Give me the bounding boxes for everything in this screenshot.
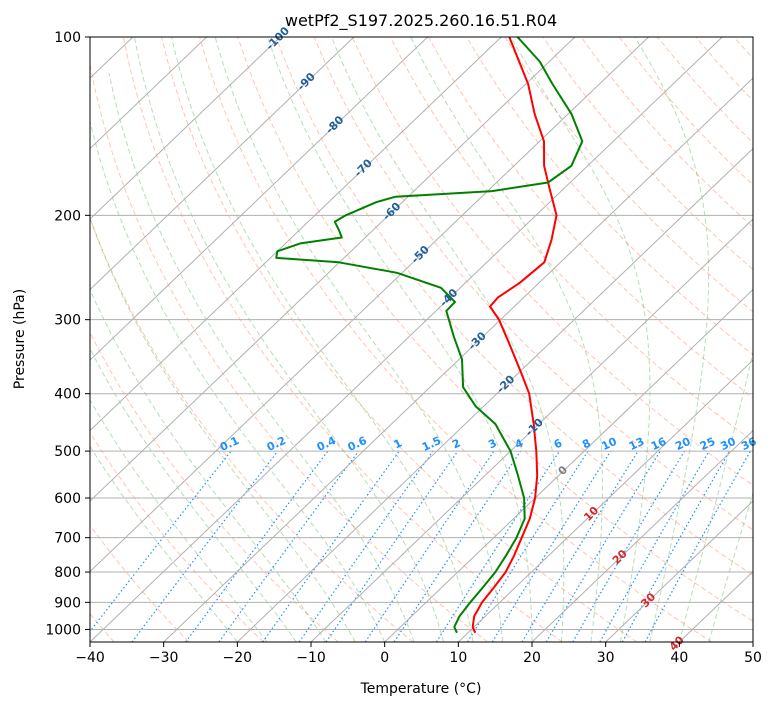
dry-adiabat xyxy=(389,37,753,442)
x-axis-label: Temperature (°C) xyxy=(360,681,482,697)
mixing-ratio-line xyxy=(364,450,495,642)
moist-adiabat xyxy=(634,37,710,642)
isotherm-line xyxy=(163,77,753,642)
mixing-ratio-line xyxy=(262,450,400,642)
isotherm-line xyxy=(90,37,428,361)
y-tick-label: 200 xyxy=(54,208,81,224)
y-tick-label: 300 xyxy=(54,313,81,329)
dry-adiabat xyxy=(122,37,563,642)
sounding-profiles xyxy=(275,37,584,634)
moist-adiabat xyxy=(708,491,753,642)
mixing-ratio-line xyxy=(521,450,639,642)
isotherm-line xyxy=(90,37,576,502)
isotherm-line xyxy=(531,429,753,642)
isotherm-line xyxy=(605,500,753,642)
mixing-ratio-line xyxy=(435,450,560,642)
x-tick-label: 10 xyxy=(449,650,467,666)
y-tick-label: 500 xyxy=(54,444,81,460)
mixing-ratio-label: 36 xyxy=(739,435,759,453)
chart-title: wetPf2_S197.2025.260.16.51.R04 xyxy=(285,11,557,31)
x-tick-label: −40 xyxy=(75,650,105,666)
isotherm-line xyxy=(90,37,723,642)
moist-adiabat xyxy=(134,37,445,642)
y-tick-label: 600 xyxy=(54,491,81,507)
x-tick-label: −20 xyxy=(223,650,253,666)
grid-lines xyxy=(90,37,753,642)
mixing-ratio-label: 10 xyxy=(600,435,620,453)
moist-adiabat xyxy=(267,37,533,642)
moist-adiabat xyxy=(90,399,268,642)
moist-adiabat xyxy=(410,37,603,642)
mixing-ratio-line xyxy=(466,450,589,642)
mixing-ratio-line xyxy=(298,450,434,642)
mixing-ratio-line xyxy=(621,450,731,642)
x-axis: −40 −30 −20 −10 0 10 20 30 40 50 xyxy=(75,642,762,666)
dewpoint-profile xyxy=(275,37,584,634)
moist-adiabat xyxy=(214,37,503,642)
y-axis: 100 200 300 400 500 600 700 800 900 1000 xyxy=(45,30,90,638)
isotherm-line xyxy=(457,359,753,642)
moist-adiabat xyxy=(331,37,565,642)
moist-adiabat xyxy=(171,37,474,642)
mixing-ratio-line xyxy=(218,450,360,642)
dry-adiabat xyxy=(466,37,753,356)
moist-adiabat xyxy=(678,350,753,642)
dry-adiabat xyxy=(90,62,488,642)
x-tick-label: 30 xyxy=(597,650,615,666)
mixing-ratio-label: 25 xyxy=(698,435,717,453)
x-tick-label: 0 xyxy=(380,650,389,666)
plot-area xyxy=(90,37,753,642)
moist-adiabat xyxy=(90,216,356,642)
y-tick-label: 1000 xyxy=(45,622,81,638)
dry-adiabat xyxy=(237,37,753,622)
x-tick-label: 50 xyxy=(744,650,762,666)
moist-adiabat xyxy=(108,72,415,642)
mixing-ratio-line xyxy=(325,450,459,642)
x-tick-label: 40 xyxy=(670,650,688,666)
moist-adiabat xyxy=(90,445,238,642)
moist-adiabat xyxy=(90,119,386,642)
isotherm-line xyxy=(90,37,502,432)
dry-adiabat xyxy=(90,217,414,642)
mixing-ratio-label: 16 xyxy=(649,435,669,453)
x-tick-label: −30 xyxy=(149,650,179,666)
y-axis-label: Pressure (hPa) xyxy=(12,289,28,389)
isotherm-line xyxy=(90,37,207,150)
x-tick-label: −10 xyxy=(296,650,326,666)
mixing-ratio-label: 20 xyxy=(673,435,693,453)
plot-frame xyxy=(89,36,754,643)
dry-adiabat xyxy=(504,37,753,313)
mixing-ratio-label: 30 xyxy=(718,435,738,453)
dry-adiabat xyxy=(160,37,638,642)
dry-adiabat xyxy=(90,524,190,642)
x-tick-label: 20 xyxy=(523,650,541,666)
y-tick-label: 900 xyxy=(54,595,81,611)
dry-adiabat xyxy=(90,431,264,642)
mixing-ratio-line xyxy=(491,450,612,642)
isotherm-line xyxy=(90,37,355,291)
isotherm-line xyxy=(310,218,753,642)
isotherm-line xyxy=(90,37,281,220)
mixing-ratio-label: 13 xyxy=(627,435,646,453)
y-tick-label: 100 xyxy=(54,30,81,46)
moist-adiabat xyxy=(510,37,651,642)
isotherm-line xyxy=(236,147,753,642)
temperature-profile xyxy=(471,37,558,634)
y-tick-label: 700 xyxy=(54,531,81,547)
isotherm-line xyxy=(384,288,753,642)
y-tick-label: 800 xyxy=(54,565,81,581)
mixing-ratio-line xyxy=(185,450,329,642)
y-tick-label: 400 xyxy=(54,387,81,403)
